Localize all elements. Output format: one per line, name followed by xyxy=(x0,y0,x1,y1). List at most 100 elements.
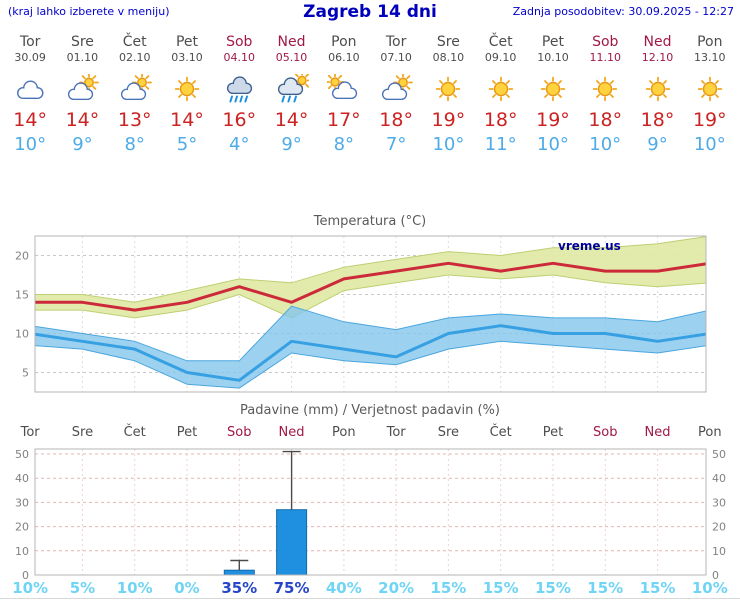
partly-cloudy-icon xyxy=(56,73,108,105)
svg-text:10: 10 xyxy=(712,545,726,558)
rain-icon xyxy=(213,73,265,105)
svg-text:30: 30 xyxy=(15,496,29,509)
partly-cloudy-icon xyxy=(370,73,422,105)
precip-day-label: Sob xyxy=(593,425,618,440)
day-date: 11.10 xyxy=(589,51,621,64)
rain-showers-icon xyxy=(265,73,317,105)
day-name: Sob xyxy=(592,34,619,50)
max-temp: 19° xyxy=(692,109,727,131)
max-temp: 17° xyxy=(326,109,361,131)
day-column: Čet 09.10 18° 11° xyxy=(475,34,527,155)
precip-probability-label: 35% xyxy=(221,579,258,597)
day-column: Čet 02.10 13° 8° xyxy=(109,34,161,155)
precip-day-label: Sre xyxy=(437,425,460,440)
sunny-icon xyxy=(684,73,736,105)
day-date: 09.10 xyxy=(484,51,517,64)
max-temp: 14° xyxy=(170,109,204,131)
day-date: 07.10 xyxy=(380,51,412,64)
max-temp: 13° xyxy=(117,109,152,131)
precip-day-label: Pon xyxy=(332,425,356,440)
svg-text:30: 30 xyxy=(712,496,726,509)
precip-probability-label: 0% xyxy=(174,579,200,597)
day-name: Sob xyxy=(226,34,253,50)
precip-day-label: Pon xyxy=(698,425,722,440)
precip-probability-label: 75% xyxy=(273,579,310,597)
precip-probability-label: 40% xyxy=(325,579,362,597)
day-date: 03.10 xyxy=(171,51,203,64)
day-date: 04.10 xyxy=(223,51,256,64)
max-temp: 18° xyxy=(588,109,623,131)
svg-text:10: 10 xyxy=(15,328,29,341)
max-temp: 19° xyxy=(431,109,466,131)
page-title: Zagreb 14 dni xyxy=(303,2,437,22)
watermark: vreme.us xyxy=(558,239,621,253)
precip-day-label: Ned xyxy=(644,425,671,440)
precip-probability-label: 15% xyxy=(587,579,624,597)
day-column: Pet 03.10 14° 5° xyxy=(161,34,213,155)
day-name: Sre xyxy=(70,34,94,50)
min-temp: 11° xyxy=(484,134,517,155)
precip-day-label: Pet xyxy=(176,425,198,440)
precip-probability-label: 10% xyxy=(12,579,49,597)
sunny-icon xyxy=(631,73,683,105)
day-name: Čet xyxy=(488,34,513,50)
max-temp: 16° xyxy=(222,109,257,131)
precip-probability-label: 15% xyxy=(430,579,467,597)
max-temp: 14° xyxy=(274,109,309,131)
min-temp: 8° xyxy=(124,134,145,155)
svg-text:20: 20 xyxy=(712,521,726,534)
mostly-cloudy-icon xyxy=(318,73,370,105)
min-temp: 10° xyxy=(14,134,47,155)
day-column: Tor 30.09 14° 10° xyxy=(4,34,56,155)
svg-text:15: 15 xyxy=(15,289,29,302)
precipitation-chart-title: Padavine (mm) / Verjetnost padavin (%) xyxy=(240,403,500,418)
precip-day-label: Ned xyxy=(278,425,305,440)
precip-probability-label: 5% xyxy=(69,579,96,597)
day-name: Čet xyxy=(122,34,147,50)
precip-day-label: Tor xyxy=(20,425,40,440)
svg-text:0: 0 xyxy=(712,569,719,582)
day-column: Pet 10.10 19° 10° xyxy=(527,34,579,155)
day-column: Sre 08.10 19° 10° xyxy=(422,34,474,155)
day-date: 08.10 xyxy=(432,51,465,64)
svg-text:50: 50 xyxy=(712,448,726,461)
temperature-chart: 5 10 15 20 vreme.us xyxy=(15,235,707,393)
min-temp: 9° xyxy=(72,134,93,155)
svg-text:20: 20 xyxy=(15,250,29,263)
precip-probability-label: 20% xyxy=(378,579,415,597)
precipitation-chart: 0 0 10 10 20 20 30 30 40 40 50 50 xyxy=(15,448,726,582)
partly-cloudy-icon xyxy=(109,73,161,105)
sunny-icon xyxy=(579,73,631,105)
svg-text:10: 10 xyxy=(15,545,29,558)
min-temp: 4° xyxy=(229,134,250,155)
cloudy-icon xyxy=(4,73,56,105)
precip-day-label: Sre xyxy=(71,425,94,440)
day-column: Ned 05.10 14° 9° xyxy=(265,34,317,155)
precip-day-label: Čet xyxy=(123,425,146,440)
min-temp: 10° xyxy=(693,134,726,155)
min-temp: 10° xyxy=(589,134,622,155)
max-temp: 19° xyxy=(536,109,570,131)
day-date: 12.10 xyxy=(641,51,674,64)
day-date: 13.10 xyxy=(694,51,726,64)
svg-text:50: 50 xyxy=(15,448,29,461)
location-menu-hint: (kraj lahko izberete v meniju) xyxy=(8,5,170,18)
day-name: Tor xyxy=(385,34,407,50)
day-column: Ned 12.10 18° 9° xyxy=(631,34,683,155)
svg-text:5: 5 xyxy=(22,367,29,380)
svg-text:20: 20 xyxy=(15,521,29,534)
min-temp: 9° xyxy=(647,134,668,155)
precip-day-labels-row: Tor Sre Čet Pet Sob Ned Pon Tor Sre Čet Pet Sob Ned P… xyxy=(4,425,736,440)
min-temp: 7° xyxy=(385,134,407,155)
min-temp: 9° xyxy=(281,134,302,155)
day-column: Sre 01.10 14° 9° xyxy=(56,34,108,155)
sunny-icon xyxy=(475,73,527,105)
last-update-label: Zadnja posodobitev: 30.09.2025 - 12:27 xyxy=(512,5,734,18)
day-column: Tor 07.10 18° 7° xyxy=(370,34,422,155)
max-temp: 14° xyxy=(65,109,100,131)
svg-text:40: 40 xyxy=(712,472,726,485)
svg-text:0: 0 xyxy=(22,569,29,582)
day-column: Sob 11.10 18° 10° xyxy=(579,34,631,155)
max-temp: 18° xyxy=(483,109,518,131)
